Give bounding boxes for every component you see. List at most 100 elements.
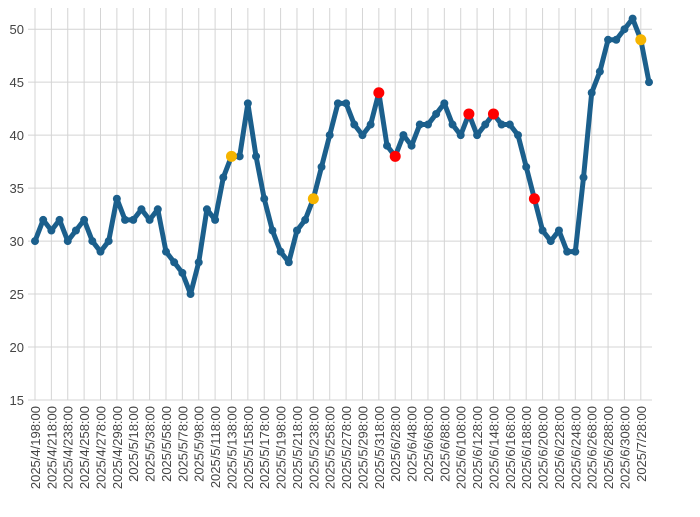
highlight-point — [389, 150, 401, 162]
highlight-point — [487, 108, 499, 120]
data-point — [514, 131, 523, 140]
x-tick-label: 2025/7/28:00 — [634, 406, 649, 482]
x-tick-label: 2025/4/278:00 — [93, 406, 108, 489]
data-point — [129, 215, 138, 224]
x-tick-label: 2025/4/218:00 — [44, 406, 59, 489]
x-tick-label: 2025/4/258:00 — [77, 406, 92, 489]
highlight-point — [373, 87, 385, 99]
data-point — [448, 120, 457, 129]
x-tick-label: 2025/6/48:00 — [405, 406, 420, 482]
x-tick-label: 2025/6/208:00 — [536, 406, 551, 489]
x-tick-label: 2025/5/98:00 — [192, 406, 207, 482]
data-point — [194, 258, 203, 267]
data-point — [317, 162, 326, 171]
x-tick-label: 2025/5/18:00 — [126, 406, 141, 482]
x-tick-label: 2025/5/198:00 — [274, 406, 289, 489]
data-point — [399, 131, 408, 140]
y-tick-label: 15 — [10, 393, 24, 408]
data-point — [473, 131, 482, 140]
x-tick-label: 2025/4/198:00 — [28, 406, 43, 489]
data-point — [366, 120, 375, 129]
y-tick-label: 45 — [10, 75, 24, 90]
data-point — [268, 226, 277, 235]
x-tick-label: 2025/6/108:00 — [454, 406, 469, 489]
data-point — [645, 78, 653, 87]
data-point — [587, 88, 596, 97]
data-point — [358, 131, 367, 140]
x-tick-label: 2025/6/68:00 — [421, 406, 436, 482]
data-point — [170, 258, 179, 267]
series-line — [32, 16, 652, 297]
x-tick-label: 2025/5/318:00 — [372, 406, 387, 489]
x-tick-label: 2025/4/238:00 — [61, 406, 76, 489]
data-point — [96, 247, 105, 256]
y-tick-label: 35 — [10, 181, 24, 196]
data-point — [579, 173, 588, 182]
x-tick-label: 2025/6/128:00 — [470, 406, 485, 489]
data-point — [522, 162, 531, 171]
data-point — [604, 35, 613, 44]
y-tick-label: 30 — [10, 234, 24, 249]
highlight-point — [225, 150, 237, 162]
data-point — [178, 268, 187, 277]
x-tick-label: 2025/6/148:00 — [486, 406, 501, 489]
data-point — [47, 226, 56, 235]
data-point — [456, 131, 465, 140]
x-tick-label: 2025/5/118:00 — [208, 406, 223, 488]
data-point — [423, 120, 432, 129]
x-tick-label: 2025/5/38:00 — [143, 406, 158, 482]
x-tick-label: 2025/6/88:00 — [437, 406, 452, 482]
x-tick-label: 2025/6/28:00 — [388, 406, 403, 482]
x-tick-label: 2025/6/308:00 — [617, 406, 632, 489]
data-point — [571, 247, 580, 256]
data-point — [243, 99, 252, 108]
x-tick-label: 2025/5/78:00 — [175, 406, 190, 482]
data-point — [112, 194, 121, 203]
x-tick-label: 2025/6/188:00 — [519, 406, 534, 489]
data-point — [628, 14, 637, 23]
data-point — [440, 99, 449, 108]
data-point — [497, 120, 506, 129]
data-point — [260, 194, 269, 203]
data-point — [284, 258, 293, 267]
x-tick-label: 2025/6/168:00 — [503, 406, 518, 489]
data-point — [342, 99, 351, 108]
data-point — [145, 215, 154, 224]
data-point — [71, 226, 80, 235]
x-tick-label: 2025/5/218:00 — [290, 406, 305, 489]
data-point — [161, 247, 170, 256]
x-tick-label: 2025/5/158:00 — [241, 406, 256, 489]
data-point — [235, 152, 244, 161]
data-point — [292, 226, 301, 235]
data-point — [186, 290, 195, 299]
data-point — [276, 247, 285, 256]
x-tick-label: 2025/6/268:00 — [585, 406, 600, 489]
x-tick-label: 2025/6/228:00 — [552, 406, 567, 489]
x-tick-label: 2025/5/298:00 — [355, 406, 370, 489]
y-tick-label: 25 — [10, 287, 24, 302]
data-point — [211, 215, 220, 224]
data-point — [252, 152, 261, 161]
highlight-point — [635, 34, 647, 46]
data-point — [137, 205, 146, 214]
data-point — [415, 120, 424, 129]
data-point — [538, 226, 547, 235]
data-point — [63, 237, 72, 246]
x-tick-label: 2025/5/278:00 — [339, 406, 354, 489]
x-tick-label: 2025/5/58:00 — [159, 406, 174, 482]
data-point — [350, 120, 359, 129]
x-tick-label: 2025/5/258:00 — [323, 406, 338, 489]
data-point — [620, 25, 629, 34]
data-point — [383, 141, 392, 150]
data-point — [31, 237, 39, 246]
x-tick-label: 2025/6/288:00 — [601, 406, 616, 489]
data-point — [333, 99, 342, 108]
x-tick-label: 2025/6/248:00 — [568, 406, 583, 489]
data-point — [432, 109, 441, 118]
data-point — [39, 215, 48, 224]
data-point — [219, 173, 228, 182]
x-tick-label: 2025/5/178:00 — [257, 406, 272, 489]
highlight-point — [307, 193, 319, 205]
data-point — [121, 215, 130, 224]
